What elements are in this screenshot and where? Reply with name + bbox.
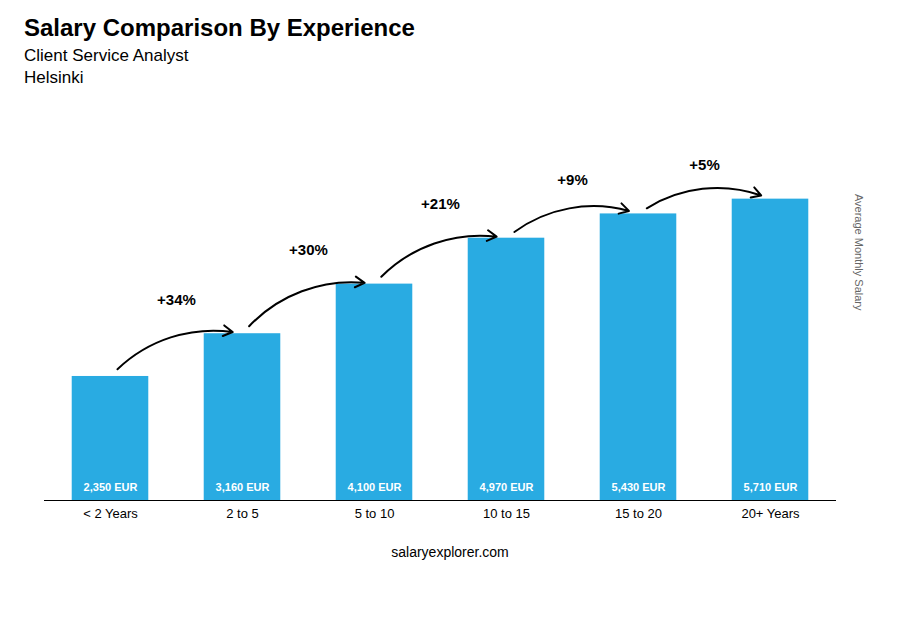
svg-text:2 to 5: 2 to 5 <box>226 506 259 521</box>
svg-text:+5%: +5% <box>689 156 719 173</box>
svg-text:5,710 EUR: 5,710 EUR <box>744 481 798 493</box>
html-text:Helsinki: Helsinki <box>24 68 84 87</box>
svg-text:< 2 Years: < 2 Years <box>83 506 138 521</box>
html-text:Client Service Analyst: Client Service Analyst <box>24 46 189 65</box>
svg-text:3,160 EUR: 3,160 EUR <box>216 481 270 493</box>
svg-text:+21%: +21% <box>421 195 460 212</box>
svg-text:10 to 15: 10 to 15 <box>483 506 530 521</box>
svg-text:2,350 EUR: 2,350 EUR <box>84 481 138 493</box>
html-text:salaryexplorer.com: salaryexplorer.com <box>391 544 509 560</box>
svg-text:5 to 10: 5 to 10 <box>355 506 395 521</box>
svg-text:+9%: +9% <box>557 171 587 188</box>
svg-text:15 to 20: 15 to 20 <box>615 506 662 521</box>
svg-text:+30%: +30% <box>289 241 328 258</box>
svg-text:4,100 EUR: 4,100 EUR <box>348 481 402 493</box>
svg-text:Average Monthly Salary: Average Monthly Salary <box>853 194 865 311</box>
svg-text:+34%: +34% <box>157 291 196 308</box>
html-text:Salary Comparison By Experienc: Salary Comparison By Experience <box>24 14 415 41</box>
svg-text:20+ Years: 20+ Years <box>741 506 800 521</box>
svg-text:5,430 EUR: 5,430 EUR <box>612 481 666 493</box>
svg-text:4,970 EUR: 4,970 EUR <box>480 481 534 493</box>
